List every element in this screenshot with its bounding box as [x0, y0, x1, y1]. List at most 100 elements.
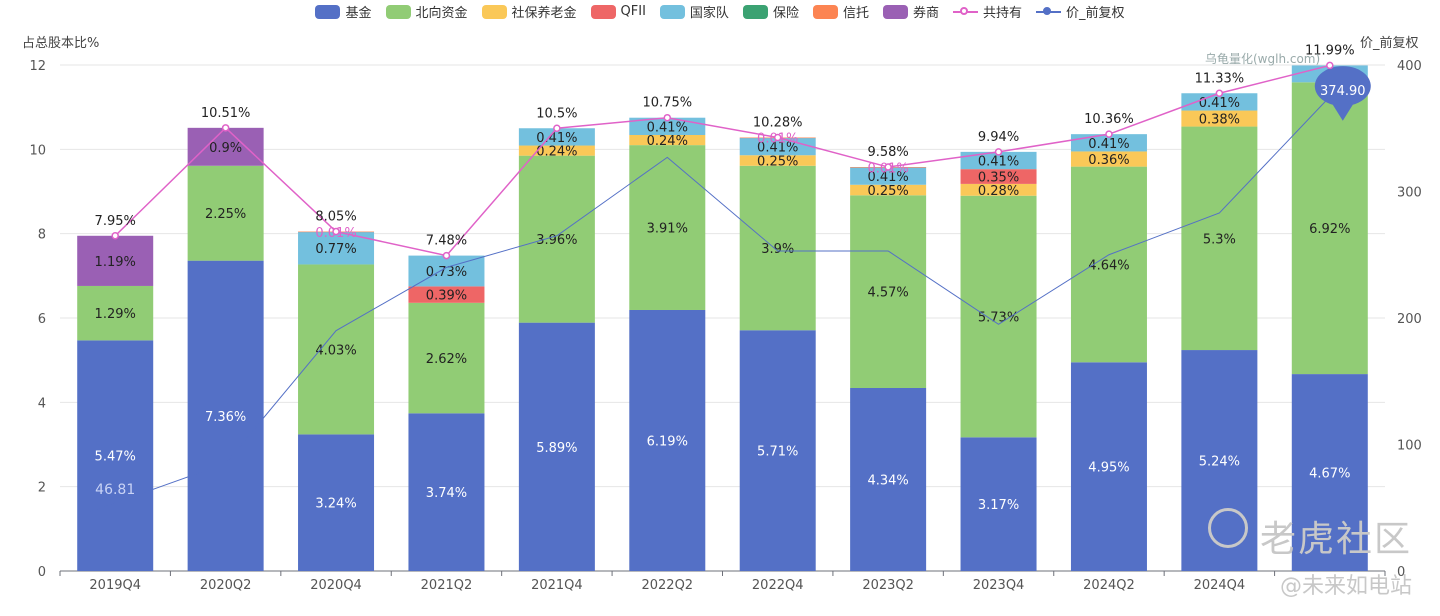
bar-data-label: 0.41%: [978, 155, 1019, 170]
legend-item[interactable]: 北向资金: [385, 2, 468, 21]
legend-label: 信托: [842, 6, 869, 21]
bar-segment: [1181, 93, 1258, 111]
bar-segment: [518, 155, 595, 323]
legend-item[interactable]: 基金: [315, 2, 372, 21]
legend-swatch: [659, 4, 685, 19]
bar-segment: [1070, 151, 1147, 167]
bar-data-label: 3.17%: [978, 498, 1019, 513]
y-right-tick-label: 400: [1397, 59, 1422, 74]
bar-segment: [1070, 166, 1147, 363]
chart-legend: 基金 北向资金 社保养老金 QFII 国家队 保险 信托 券商 共持有 价_前复权: [0, 2, 1440, 21]
total-holding-label: 7.48%: [426, 234, 467, 249]
legend-item[interactable]: 券商: [882, 2, 939, 21]
y-left-tick-label: 0: [38, 565, 46, 580]
bar-data-label: 3.9%: [761, 242, 794, 257]
x-tick-label: 2023Q2: [862, 578, 914, 593]
bar-segment: [960, 437, 1037, 571]
bar-data-label: 3.96%: [536, 233, 577, 248]
total-holding-point: [773, 133, 782, 142]
price-last-label: 374.90: [1320, 84, 1366, 99]
legend-label: 券商: [912, 6, 939, 21]
x-tick-label: 2022Q2: [641, 578, 693, 593]
y-left-tick-label: 4: [38, 396, 46, 411]
legend-item[interactable]: 社保养老金: [481, 2, 577, 21]
legend-item[interactable]: 信托: [812, 2, 869, 21]
legend-label: 社保养老金: [511, 6, 577, 21]
bar-segment: [850, 195, 927, 388]
x-tick-label: 2023Q4: [973, 578, 1025, 593]
y-right-tick-label: 300: [1397, 186, 1422, 201]
y-left-tick-label: 2: [38, 481, 46, 496]
bar-data-label: 1.19%: [95, 255, 136, 270]
bar-data-label: 5.71%: [757, 445, 798, 460]
bar-data-label: 0.39%: [426, 289, 467, 304]
watermark-logo: 老虎社区: [1259, 519, 1412, 560]
total-holding-point: [442, 251, 451, 260]
bar-segment: [629, 134, 706, 146]
bar-segment: [298, 264, 375, 435]
x-tick-label: 2024Q2: [1083, 578, 1135, 593]
bar-segment: [739, 155, 816, 166]
bar-data-label: 5.24%: [1199, 455, 1240, 470]
y-left-tick-label: 6: [38, 312, 46, 327]
total-holding-label: 7.95%: [95, 214, 136, 229]
legend-swatch: [590, 4, 616, 19]
total-holding-point: [1215, 89, 1224, 98]
bar-data-label: 6.92%: [1309, 222, 1350, 237]
bar-data-label: 0.41%: [536, 131, 577, 146]
bar-data-label: 0.38%: [1199, 113, 1240, 128]
bar-data-label: 4.03%: [315, 343, 356, 358]
bar-data-label: 4.34%: [867, 473, 908, 488]
legend-swatch: [385, 4, 411, 19]
price-line: [89, 96, 1331, 513]
legend-item[interactable]: 共持有: [952, 2, 1022, 21]
total-holding-point: [111, 232, 119, 240]
bar-segment: [408, 302, 485, 414]
bar-segment: [77, 340, 154, 571]
bar-segment: [739, 165, 816, 331]
bar-data-label: 0.41%: [1199, 96, 1240, 111]
legend-item[interactable]: 保险: [742, 2, 799, 21]
bar-segment: [850, 167, 927, 185]
total-holding-label: 10.75%: [643, 96, 693, 111]
bar-data-label: 0.24%: [536, 145, 577, 160]
bar-segment: [960, 169, 1037, 184]
x-tick-label: 2020Q4: [310, 578, 362, 593]
total-holding-point: [332, 227, 340, 236]
x-tick-label: 2021Q4: [531, 578, 583, 593]
y-right-tick-label: 100: [1397, 439, 1422, 454]
y-left-tick-label: 8: [38, 228, 46, 243]
legend-label: 价_前复权: [1066, 6, 1125, 21]
bar-data-label: 0.28%: [978, 184, 1019, 199]
legend-item[interactable]: 国家队: [659, 2, 729, 21]
bar-segment: [1181, 110, 1258, 127]
bar-data-label: 7.36%: [205, 410, 246, 425]
bar-data-label: 2.62%: [426, 352, 467, 367]
bar-data-label: 5.47%: [95, 450, 136, 465]
total-holding-label: 10.28%: [753, 116, 803, 131]
bar-data-label: 4.57%: [867, 286, 908, 301]
total-holding-label: 11.33%: [1195, 71, 1245, 86]
legend-swatch: [742, 4, 768, 19]
bar-segment: [187, 260, 264, 571]
watermark-site: 乌龟量化(wglh.com): [1205, 52, 1321, 66]
bar-data-label: 5.89%: [536, 441, 577, 456]
bar-data-label: 0.41%: [647, 120, 688, 135]
right-axis-title: 价_前复权: [1360, 36, 1419, 51]
bar-segment: [629, 145, 706, 310]
price-marker-pin: [1314, 66, 1371, 121]
bar-data-label: 3.24%: [315, 497, 356, 512]
total-holding-point: [1105, 130, 1113, 138]
bar-data-label: 2.25%: [205, 207, 246, 222]
bar-segment: [408, 255, 485, 287]
legend-item[interactable]: QFII: [590, 2, 646, 21]
bar-data-label: 0.41%: [1088, 137, 1129, 152]
bar-segment: [1291, 82, 1368, 375]
legend-item[interactable]: 价_前复权: [1036, 2, 1125, 21]
bar-segment: [518, 322, 595, 571]
bar-segment: [1291, 374, 1368, 571]
legend-swatch: [812, 4, 838, 19]
total-holding-point: [884, 163, 892, 171]
bar-segment: [77, 235, 154, 286]
